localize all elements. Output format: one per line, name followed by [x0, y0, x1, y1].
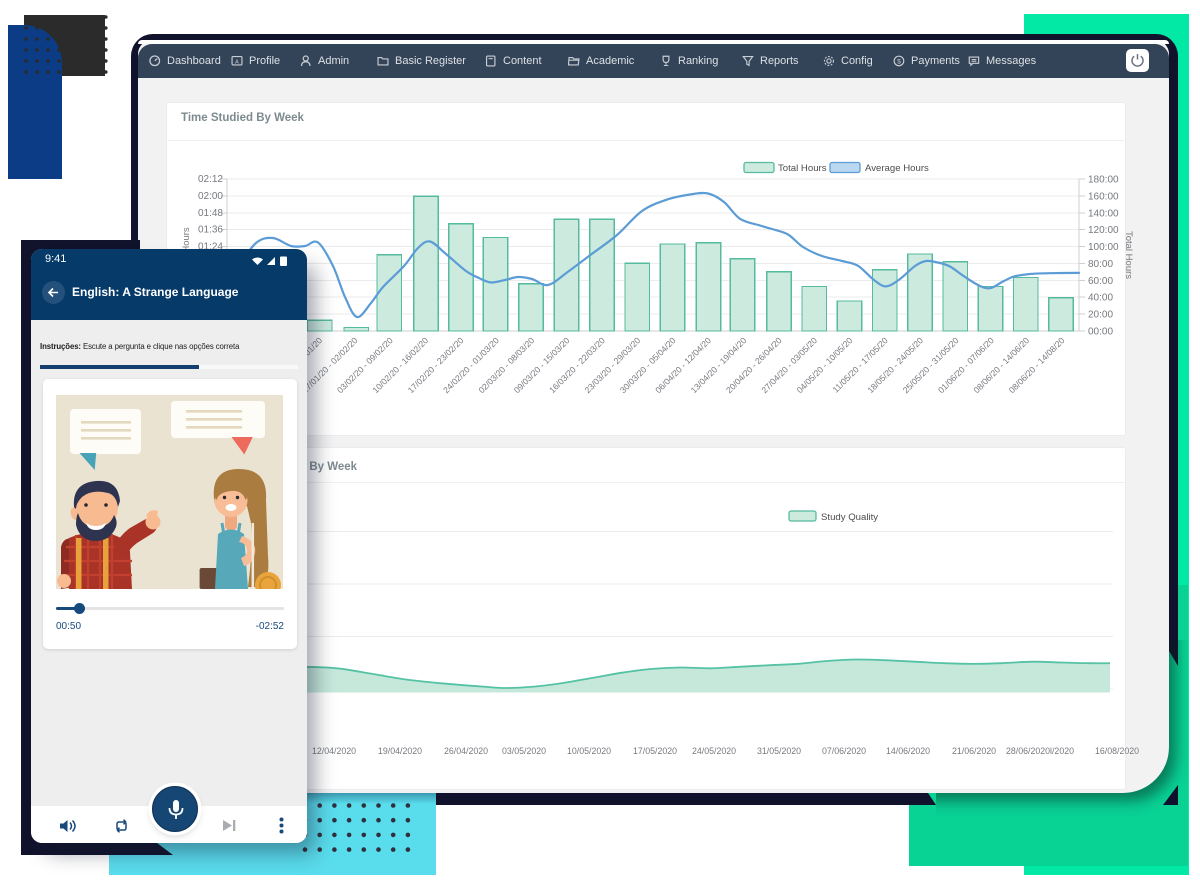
svg-text:Total Hours: Total Hours [1123, 231, 1134, 279]
svg-text:02:00: 02:00 [198, 191, 223, 202]
svg-text:01:24: 01:24 [198, 242, 223, 253]
svg-text:140:00: 140:00 [1088, 208, 1119, 219]
svg-text:80:00: 80:00 [1088, 259, 1113, 270]
svg-text:120:00: 120:00 [1088, 225, 1119, 236]
svg-text:26/04/2020: 26/04/2020 [444, 746, 488, 756]
svg-text:A: A [235, 59, 239, 65]
svg-text:160:00: 160:00 [1088, 191, 1119, 202]
svg-text:Study Quality: Study Quality [821, 512, 878, 523]
svg-text:180:00: 180:00 [1088, 175, 1119, 186]
svg-text:24/05/2020: 24/05/2020 [692, 746, 736, 756]
svg-text:28/06/2020l/2020: 28/06/2020l/2020 [1006, 746, 1074, 756]
svg-text:Hours: Hours [181, 227, 192, 253]
svg-text:40:00: 40:00 [1088, 293, 1113, 304]
svg-text:02:12: 02:12 [198, 174, 223, 185]
svg-text:00:00: 00:00 [1088, 327, 1113, 338]
svg-text:01:36: 01:36 [198, 225, 223, 236]
svg-text:12/04/2020: 12/04/2020 [312, 746, 356, 756]
svg-text:07/06/2020: 07/06/2020 [822, 746, 866, 756]
svg-text:03/05/2020: 03/05/2020 [502, 746, 546, 756]
svg-text:10/05/2020: 10/05/2020 [567, 746, 611, 756]
svg-text:Average Hours: Average Hours [865, 163, 929, 174]
svg-text:100:00: 100:00 [1088, 242, 1119, 253]
svg-text:21/06/2020: 21/06/2020 [952, 746, 996, 756]
svg-text:20:00: 20:00 [1088, 310, 1113, 321]
svg-text:Total Hours: Total Hours [778, 163, 827, 174]
svg-text:31/05/2020: 31/05/2020 [757, 746, 801, 756]
svg-text:14/06/2020: 14/06/2020 [886, 746, 930, 756]
svg-text:16/08/2020: 16/08/2020 [1095, 746, 1139, 756]
svg-text:60:00: 60:00 [1088, 276, 1113, 287]
svg-text:19/04/2020: 19/04/2020 [378, 746, 422, 756]
svg-text:17/05/2020: 17/05/2020 [633, 746, 677, 756]
svg-text:$: $ [897, 59, 901, 66]
svg-text:01:48: 01:48 [198, 208, 223, 219]
